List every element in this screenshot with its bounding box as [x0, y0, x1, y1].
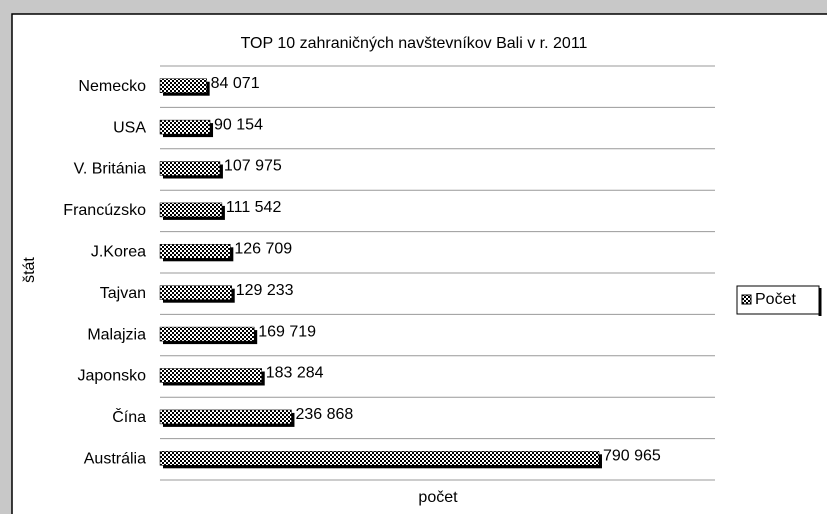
y-axis-label: štát: [21, 257, 38, 283]
data-label: 90 154: [214, 116, 263, 133]
bar: [159, 244, 231, 259]
bar: [159, 202, 223, 218]
data-label: 107 975: [224, 158, 282, 175]
bar: [159, 78, 207, 93]
bar: [159, 326, 255, 342]
y-tick-label: Francúzsko: [63, 202, 146, 219]
data-label: 111 542: [226, 199, 282, 216]
bar: [159, 119, 211, 135]
y-tick-label: USA: [113, 119, 146, 136]
legend: Počet: [736, 285, 822, 316]
legend-label: Počet: [755, 291, 796, 308]
y-tick-label: Malajzia: [87, 326, 146, 343]
y-tick-label: V. Británia: [74, 161, 146, 178]
y-tick-label: Austrália: [84, 451, 146, 468]
y-tick-label: Japonsko: [78, 368, 147, 385]
y-tick-label: Čína: [112, 407, 146, 426]
bar: [159, 451, 600, 466]
data-label: 129 233: [236, 282, 294, 299]
bar: [159, 409, 292, 425]
bar: [159, 161, 221, 176]
bar: [159, 285, 232, 300]
data-label: 236 868: [295, 406, 353, 423]
bar: [159, 368, 262, 383]
y-tick-label: Tajvan: [100, 285, 146, 302]
legend-swatch: [741, 294, 752, 305]
x-axis-label: počet: [418, 489, 458, 506]
data-label: 126 709: [234, 241, 292, 258]
y-tick-label: Nemecko: [78, 78, 146, 95]
chart-title: TOP 10 zahraničných navštevníkov Bali v …: [241, 35, 588, 52]
data-label: 84 071: [211, 75, 260, 92]
data-label: 183 284: [266, 365, 324, 382]
chart-area: [11, 13, 827, 514]
y-tick-label: J.Korea: [91, 244, 146, 261]
data-label: 169 719: [258, 323, 316, 340]
data-label: 790 965: [603, 448, 661, 465]
